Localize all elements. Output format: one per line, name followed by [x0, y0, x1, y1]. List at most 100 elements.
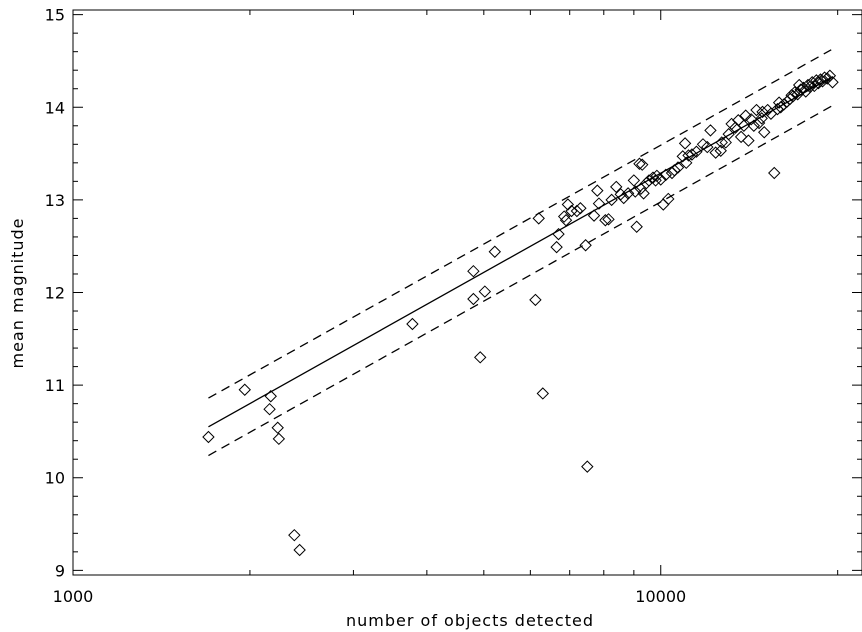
- data-point-diamond: [264, 390, 277, 403]
- data-point-diamond: [579, 239, 592, 252]
- x-tick-label: 10000: [635, 587, 686, 606]
- data-point-diamond: [823, 69, 837, 82]
- data-point-diamond: [202, 430, 215, 444]
- data-point-diamond: [755, 112, 768, 125]
- axis-ticks: 9 10 11 12 13 14 15 1000 10000: [45, 6, 862, 606]
- y-tick-label: 9: [55, 561, 65, 580]
- data-point-diamond: [685, 148, 699, 161]
- data-point-diamond: [552, 227, 565, 241]
- data-point-diamond: [714, 144, 727, 157]
- data-point-diamond: [488, 245, 502, 258]
- data-point-diamond: [722, 127, 735, 141]
- data-point-diamond: [678, 137, 692, 150]
- data-point-diamond: [709, 146, 722, 159]
- data-point-diamond: [474, 351, 487, 364]
- data-point-diamond: [659, 168, 673, 182]
- data-point-diamond: [742, 134, 755, 147]
- y-tick-label: 14: [45, 98, 65, 117]
- data-point-diamond: [732, 114, 745, 127]
- data-point-diamond: [605, 193, 618, 207]
- data-point-diamond: [617, 191, 630, 205]
- data-point-diamond: [536, 387, 550, 400]
- data-point-diamond: [627, 174, 641, 187]
- data-point-diamond: [263, 402, 276, 416]
- data-point-diamond: [599, 214, 612, 227]
- data-point-diamond: [701, 140, 714, 154]
- data-point-diamond: [637, 187, 650, 200]
- upper-bound-line: [208, 49, 832, 399]
- data-point-diamond: [747, 119, 761, 132]
- data-point-diamond: [559, 214, 573, 227]
- data-point-diamond: [633, 157, 646, 170]
- data-point-diamond: [610, 180, 623, 194]
- x-axis-title: number of objects detected: [346, 611, 594, 630]
- data-point-diamond: [657, 198, 670, 211]
- data-point-diamond: [602, 213, 615, 226]
- data-point-diamond: [725, 117, 738, 131]
- data-point-diamond: [739, 109, 752, 122]
- data-point-diamond: [690, 145, 703, 158]
- plot-frame: [72, 9, 862, 576]
- data-point-diamond: [752, 116, 766, 130]
- data-point-diamond: [654, 173, 667, 186]
- data-point-diamond: [734, 130, 748, 144]
- data-point-diamond: [630, 220, 643, 233]
- data-point-diamond: [550, 240, 563, 254]
- data-point-diamond: [744, 113, 758, 126]
- data-point-diamond: [649, 174, 662, 187]
- data-point-diamond: [621, 187, 635, 200]
- data-point-diamond: [591, 184, 604, 197]
- y-axis-title: mean magnitude: [8, 217, 27, 368]
- data-point-diamond: [467, 292, 480, 306]
- data-point-diamond: [478, 285, 492, 298]
- data-point-diamond: [642, 174, 656, 187]
- data-point-diamond: [676, 150, 689, 163]
- lower-bound-line: [208, 105, 832, 457]
- data-point-diamond: [271, 421, 284, 434]
- data-point-diamond: [777, 98, 791, 111]
- data-point-diamond: [532, 212, 545, 225]
- data-point-diamond: [821, 72, 834, 85]
- y-tick-label: 15: [45, 6, 65, 25]
- data-point-diamond: [636, 158, 649, 171]
- data-point-diamond: [758, 126, 771, 139]
- data-point-diamond: [792, 78, 806, 92]
- data-point-diamond: [704, 124, 717, 137]
- data-point-diamond: [592, 197, 606, 210]
- data-point-diamond: [293, 543, 306, 557]
- data-point-diamond: [668, 164, 681, 177]
- data-point-diamond: [797, 81, 810, 95]
- data-point-diamond: [671, 161, 685, 174]
- x-tick-label: 1000: [53, 587, 94, 606]
- data-point-diamond: [803, 80, 817, 94]
- data-point-diamond: [570, 204, 584, 218]
- data-point-diamond: [238, 383, 251, 396]
- data-point-diamond: [816, 75, 829, 88]
- data-point-diamond: [729, 121, 742, 134]
- data-point-diamond: [737, 119, 751, 132]
- data-point-diamond: [715, 136, 728, 149]
- data-point-diamond: [574, 202, 587, 215]
- data-point-diamond: [557, 210, 571, 223]
- data-point-diamond: [467, 264, 480, 278]
- data-point-diamond: [529, 293, 542, 307]
- y-tick-label: 11: [45, 376, 65, 395]
- data-point-diamond: [614, 188, 627, 201]
- data-points: [202, 69, 839, 557]
- data-point-diamond: [696, 138, 710, 151]
- data-point-diamond: [561, 198, 575, 211]
- fit-lines: [208, 49, 832, 457]
- data-point-diamond: [288, 528, 301, 542]
- data-point-diamond: [272, 432, 286, 446]
- data-point-diamond: [406, 317, 419, 331]
- data-point-diamond: [719, 136, 732, 149]
- data-point-diamond: [768, 166, 781, 180]
- data-point-diamond: [772, 96, 786, 109]
- data-point-diamond: [640, 176, 653, 190]
- data-point-diamond: [818, 71, 831, 84]
- data-point-diamond: [629, 185, 642, 198]
- y-tick-label: 10: [45, 469, 65, 488]
- data-point-diamond: [785, 89, 798, 102]
- y-tick-label: 13: [45, 191, 65, 210]
